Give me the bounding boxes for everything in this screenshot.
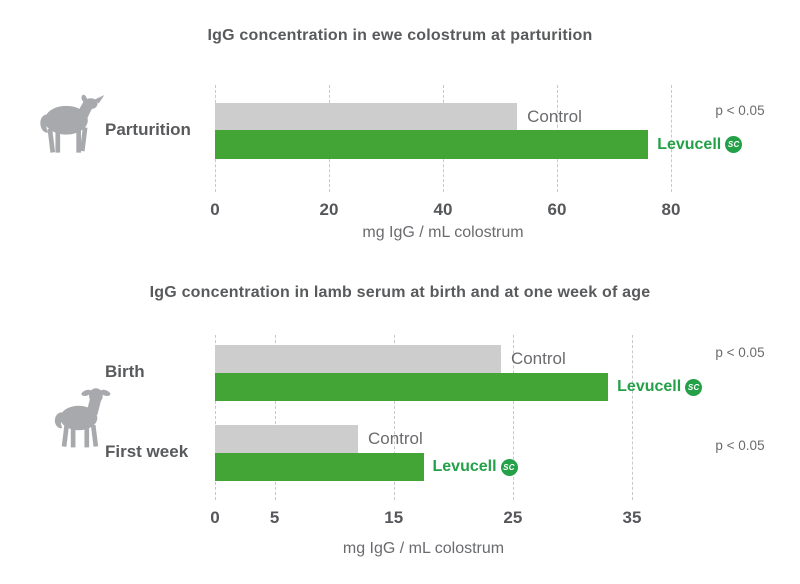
axis-tick-label: 5: [269, 508, 280, 527]
levucell-sc-badge: SC: [725, 136, 743, 153]
gridline: [274, 335, 276, 500]
bar-row-parturition-levucell: Levucell SC: [215, 130, 743, 159]
bar-control-parturition: [215, 103, 518, 130]
axis-tick-label: 35: [622, 508, 642, 527]
levucell-sc-badge: SC: [685, 378, 703, 396]
row-label-birth: Birth: [105, 362, 145, 381]
bar-row-birth-control: Control: [215, 345, 632, 373]
chart-lamb-serum: IgG concentration in lamb serum at birth…: [0, 260, 800, 584]
control-label: Control: [510, 349, 566, 368]
levucell-sc-badge: SC: [500, 458, 518, 476]
row-label-parturition: Parturition: [105, 120, 191, 139]
lamb-icon: [54, 388, 111, 448]
gridline: [215, 335, 216, 500]
x-axis-ticks: 0 20 40 60 80: [210, 192, 680, 226]
levucell-logo: Levucell SC: [617, 378, 703, 396]
chart-title: IgG concentration in lamb serum at birth…: [149, 284, 651, 301]
axis-tick-label: 0: [210, 508, 220, 527]
p-value: p < 0.05: [715, 103, 765, 118]
row-label-first-week: First week: [105, 442, 189, 461]
axis-tick-label: 25: [503, 508, 523, 527]
bar-levucell-birth: [215, 373, 609, 401]
x-axis-ticks: 0 5 15 25 35: [210, 500, 641, 534]
gridline: [671, 85, 672, 192]
p-value: p < 0.05: [715, 345, 765, 360]
levucell-logo: Levucell SC: [433, 458, 518, 476]
axis-tick-label: 40: [433, 200, 453, 219]
axis-tick-label: 80: [661, 200, 681, 219]
bar-row-firstweek-levucell: Levucell SC: [215, 453, 632, 481]
control-label: Control: [367, 429, 423, 448]
axis-tick-label: 0: [210, 200, 220, 219]
plot-area-ewe: Control Levucell SC 0 20 40 60 80 mg IgG / m…: [210, 85, 743, 241]
x-axis-label: mg IgG / mL colostrum: [362, 224, 524, 241]
axis-tick-label: 20: [319, 200, 339, 219]
levucell-logo: Levucell SC: [657, 135, 743, 154]
chart-title: IgG concentration in ewe colostrum at pa…: [207, 27, 593, 44]
bar-row-firstweek-control: Control: [215, 425, 632, 453]
x-axis-label: mg IgG / mL colostrum: [342, 540, 505, 557]
control-label: Control: [527, 106, 582, 126]
gridline: [512, 335, 514, 500]
gridline: [393, 335, 395, 500]
gridline: [632, 335, 633, 500]
levucell-label: Levucell: [432, 458, 497, 475]
levucell-label: Levucell: [617, 378, 682, 395]
bar-control-birth: [215, 345, 501, 373]
plot-area-lamb: Control Levucell SC Control Levucell SC: [210, 335, 703, 557]
p-value: p < 0.05: [715, 438, 765, 453]
axis-tick-label: 15: [384, 508, 404, 527]
bar-levucell-firstweek: [215, 453, 424, 481]
bar-row-parturition-control: Control: [215, 103, 671, 130]
axis-tick-label: 60: [547, 200, 567, 219]
ewe-icon: [40, 94, 105, 153]
bar-control-firstweek: [215, 425, 358, 453]
bar-row-birth-levucell: Levucell SC: [215, 373, 703, 401]
bar-levucell-parturition: [215, 130, 649, 159]
levucell-label: Levucell: [657, 135, 722, 153]
chart-ewe-colostrum: IgG concentration in ewe colostrum at pa…: [0, 0, 800, 260]
